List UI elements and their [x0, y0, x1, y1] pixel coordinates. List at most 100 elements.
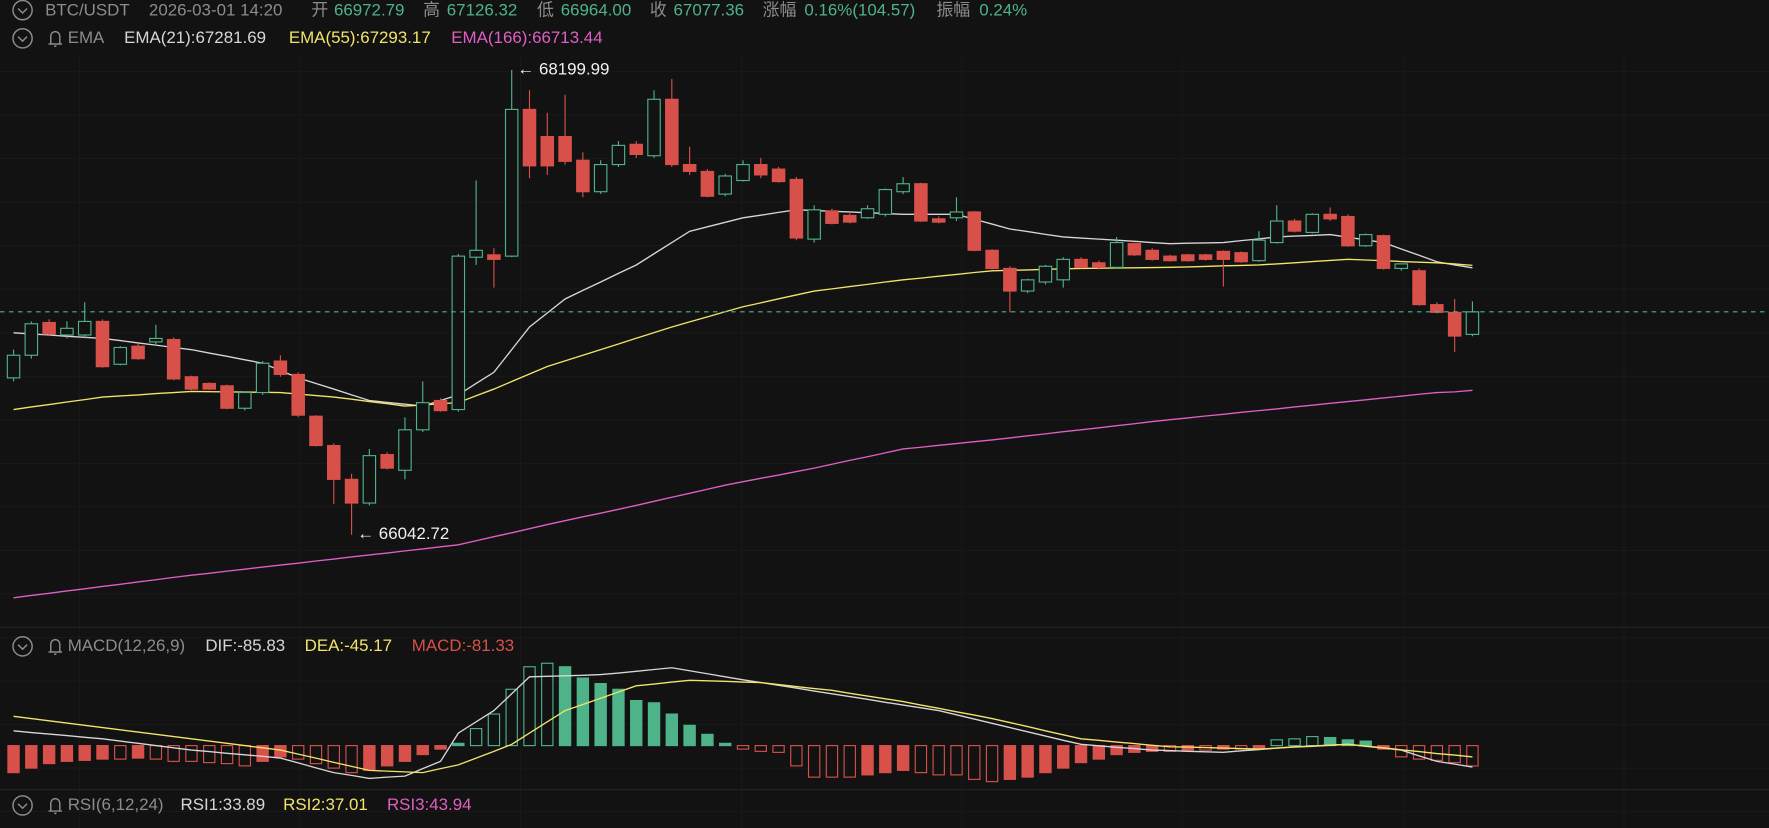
candle-body: [576, 159, 590, 193]
candle-body: [985, 249, 999, 269]
macd-bar: [576, 677, 590, 747]
macd-bar: [647, 702, 661, 747]
candle-body: [789, 178, 804, 239]
macd-bar: [505, 688, 518, 747]
candle-body: [878, 188, 893, 215]
candle-body: [380, 454, 394, 469]
candle-body: [504, 108, 519, 257]
macd-bar: [1110, 745, 1123, 756]
candle-body: [914, 183, 928, 222]
alert-icon[interactable]: [48, 30, 63, 47]
macd-bar: [718, 742, 732, 747]
extreme-annotation: ← 66042.72: [357, 524, 449, 543]
candle-body: [469, 249, 483, 258]
candle-body: [1358, 234, 1373, 247]
candle-body: [415, 402, 430, 431]
field-value: 67126.32: [447, 1, 518, 20]
macd-bar: [843, 745, 856, 778]
candle-body: [896, 183, 910, 193]
candle-body: [754, 163, 768, 176]
icons: [12, 0, 63, 816]
timestamp: 2026-03-01 14:20: [149, 1, 282, 20]
macd-bar: [1341, 739, 1355, 747]
candle-body: [451, 255, 466, 411]
macd-bar: [167, 745, 180, 762]
macd-bar: [1074, 745, 1088, 764]
indicator-line: [13, 389, 1473, 599]
candle-body: [1412, 270, 1426, 306]
macd-bar: [861, 745, 874, 776]
legend-entry: MACD:-81.33: [412, 636, 514, 655]
candle-body: [611, 144, 626, 166]
candle-body: [433, 399, 448, 412]
macd-bar: [96, 745, 109, 760]
field-value: 66972.79: [334, 1, 405, 20]
macd-bar: [630, 699, 643, 747]
candle-body: [1127, 243, 1142, 256]
macd-bar: [416, 745, 429, 756]
macd-bar: [256, 745, 269, 762]
macd-bar: [612, 688, 625, 747]
candle-body: [131, 345, 145, 360]
legend-entry: RSI2:37.01: [283, 795, 368, 814]
candle-body: [1038, 265, 1053, 283]
macd-bar: [363, 745, 376, 771]
macd-bar: [665, 713, 679, 747]
macd-bar: [1057, 745, 1070, 769]
legend-entry: RSI3:43.94: [387, 795, 472, 814]
legend-entry: EMA(166):66713.44: [451, 28, 602, 47]
macd-bar: [1003, 745, 1017, 780]
legend-entry: RSI1:33.89: [181, 795, 266, 814]
candle-body: [362, 455, 377, 504]
field-value: 67077.36: [674, 1, 745, 20]
collapse-icon[interactable]: [12, 28, 33, 49]
candle-body: [220, 385, 234, 409]
candle-body: [1056, 258, 1071, 281]
indicator-name: MACD(12,26,9): [68, 636, 185, 655]
macd-bar: [131, 745, 145, 759]
candle-body: [24, 323, 39, 356]
macd-bar: [879, 745, 892, 774]
field-label: 涨幅: [763, 1, 797, 20]
alert-icon[interactable]: [48, 798, 63, 815]
field-value: 0.24%: [979, 1, 1027, 20]
candle-body: [291, 373, 305, 416]
macd-bar: [683, 724, 696, 747]
candle-body: [1376, 235, 1391, 269]
macd-bar: [1163, 745, 1177, 752]
candle-body: [344, 478, 359, 504]
candle-body: [1163, 255, 1177, 262]
candle-body: [487, 254, 501, 260]
field-label: 高: [423, 1, 440, 20]
alert-icon[interactable]: [48, 638, 63, 656]
macd-bar: [701, 733, 714, 747]
extreme-annotation: ← 68199.99: [517, 59, 609, 78]
candle-body: [1092, 262, 1106, 268]
candle-body: [1287, 220, 1302, 232]
background-grid: [0, 56, 1769, 828]
macd-bar: [754, 745, 767, 752]
indicator-name: EMA: [68, 28, 105, 47]
candle-body: [540, 135, 555, 167]
candle-body: [113, 346, 128, 365]
candle-body: [149, 337, 163, 343]
candle-body: [1181, 254, 1195, 262]
candle-body: [398, 429, 412, 471]
candle-body: [255, 362, 270, 394]
collapse-icon[interactable]: [12, 636, 33, 657]
candle-body: [647, 98, 661, 157]
candle-body: [202, 382, 217, 390]
macd-bar: [968, 745, 981, 780]
candle-body: [1234, 252, 1248, 263]
macd-bar: [487, 713, 501, 747]
collapse-icon[interactable]: [12, 795, 33, 816]
candle-body: [931, 218, 946, 223]
macd-bar: [380, 745, 394, 767]
macd-bar: [7, 745, 20, 774]
candle-body: [700, 170, 715, 197]
macd-bar: [1039, 745, 1052, 774]
candle-body: [593, 163, 608, 193]
macd-bar: [220, 745, 234, 765]
collapse-icon[interactable]: [12, 0, 33, 21]
macd-bar: [896, 745, 910, 771]
